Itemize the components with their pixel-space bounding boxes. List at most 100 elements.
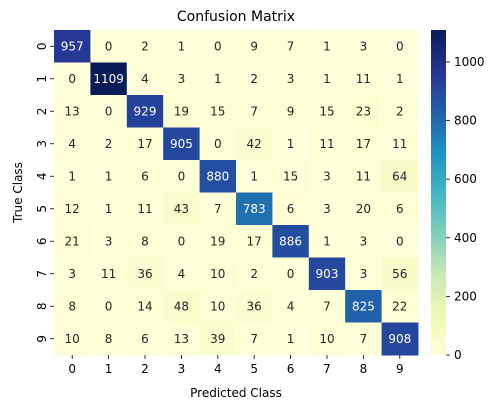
heatmap-cell-r5-c6	[272, 192, 310, 226]
cell-value-r0-c1: 0	[105, 39, 113, 53]
heatmap-cell-r6-c5	[236, 225, 273, 258]
cell-value-r3-c6: 1	[287, 137, 295, 151]
cell-value-r2-c6: 9	[287, 104, 295, 118]
cell-value-r8-c0: 8	[68, 299, 76, 313]
cell-value-r7-c1: 11	[101, 267, 116, 281]
heatmap-cell-r3-c2	[126, 127, 164, 161]
heatmap-cell-r0-c8	[345, 30, 383, 63]
cell-value-r1-c6: 3	[287, 72, 295, 86]
cell-value-r2-c4: 15	[210, 104, 225, 118]
cell-value-r9-c3: 13	[174, 332, 189, 346]
cell-value-r2-c3: 19	[174, 104, 189, 118]
cell-value-r6-c7: 1	[323, 234, 331, 248]
heatmap-cell-r2-c4	[199, 95, 237, 128]
cell-value-r0-c0: 957	[61, 39, 84, 53]
heatmap-cell-r3-c3	[163, 127, 201, 161]
heatmap-cell-r1-c1	[90, 62, 128, 96]
heatmap-cell-r2-c2	[126, 95, 164, 128]
cell-value-r9-c8: 7	[360, 332, 368, 346]
cell-value-r8-c9: 22	[392, 299, 407, 313]
cell-value-r4-c7: 3	[323, 169, 331, 183]
heatmap-cell-r9-c8	[345, 322, 383, 356]
heatmap-cell-r3-c1	[90, 127, 128, 161]
heatmap-cell-r8-c5	[236, 290, 273, 323]
cell-value-r2-c7: 15	[319, 104, 334, 118]
heatmap-cell-r8-c6	[272, 290, 310, 323]
cell-value-r8-c2: 14	[137, 299, 152, 313]
cell-value-r0-c5: 9	[250, 39, 258, 53]
cell-value-r1-c0: 0	[68, 72, 76, 86]
colorbar-ticks: 0 200 400 600 800 1000	[446, 55, 485, 362]
cell-value-r8-c6: 4	[287, 299, 295, 313]
heatmap-cell-r9-c7	[308, 322, 346, 356]
colorbar-tick-label-3: 600	[454, 172, 477, 186]
heatmap-cell-r8-c7	[308, 290, 346, 323]
cell-value-r1-c7: 1	[323, 72, 331, 86]
cell-value-r7-c4: 10	[210, 267, 225, 281]
heatmap-cell-r7-c1	[90, 257, 128, 291]
heatmap-cell-r7-c5	[236, 257, 273, 291]
heatmap-cell-r6-c8	[345, 225, 383, 258]
heatmap-cell-r8-c8	[345, 290, 383, 323]
cell-value-r4-c3: 0	[178, 169, 186, 183]
cell-value-r3-c9: 11	[392, 137, 407, 151]
heatmap-cell-r2-c8	[345, 95, 383, 128]
cell-value-r4-c1: 1	[105, 169, 113, 183]
cell-value-r5-c4: 7	[214, 202, 222, 216]
heatmap-cell-r0-c4	[199, 30, 237, 63]
cell-value-r0-c2: 2	[141, 39, 149, 53]
cell-value-r5-c0: 12	[65, 202, 80, 216]
cell-value-r3-c7: 11	[319, 137, 334, 151]
heatmap-cell-r8-c4	[199, 290, 237, 323]
cell-value-r9-c6: 1	[287, 332, 295, 346]
cell-value-r7-c9: 56	[392, 267, 407, 281]
x-tick-label-8: 8	[360, 362, 368, 376]
heatmap-cell-r9-c6	[272, 322, 310, 356]
heatmap-cell-r3-c8	[345, 127, 383, 161]
y-tick-label-8: 8	[35, 302, 49, 310]
heatmap-cell-r6-c3	[163, 225, 201, 258]
cell-value-r5-c2: 11	[137, 202, 152, 216]
colorbar-tick-label-1: 200	[454, 289, 477, 303]
cell-value-r4-c0: 1	[68, 169, 76, 183]
heatmap-cells	[54, 30, 419, 356]
y-tick-label-0: 0	[35, 42, 49, 50]
heatmap-cell-r7-c8	[345, 257, 383, 291]
heatmap-cell-r5-c9	[381, 192, 419, 226]
cell-value-r6-c0: 21	[65, 234, 80, 248]
cell-value-r1-c1: 1109	[93, 72, 124, 86]
cell-value-r2-c2: 929	[134, 104, 157, 118]
heatmap-cell-r4-c4	[199, 160, 237, 193]
cell-value-r1-c9: 1	[396, 72, 404, 86]
y-tick-label-6: 6	[35, 237, 49, 245]
cell-value-r0-c4: 0	[214, 39, 222, 53]
heatmap-cell-r3-c9	[381, 127, 419, 161]
cell-value-r2-c8: 23	[356, 104, 371, 118]
cell-value-r6-c8: 3	[360, 234, 368, 248]
x-tick-label-6: 6	[287, 362, 295, 376]
heatmap-cell-r5-c5	[236, 192, 273, 226]
heatmap-cell-r5-c4	[199, 192, 237, 226]
heatmap-cell-r8-c2	[126, 290, 164, 323]
cell-value-r6-c2: 8	[141, 234, 149, 248]
cell-value-r0-c7: 1	[323, 39, 331, 53]
heatmap-cell-r2-c3	[163, 95, 201, 128]
heatmap-cell-r7-c6	[272, 257, 310, 291]
cell-value-r7-c8: 3	[360, 267, 368, 281]
heatmap-cell-r4-c7	[308, 160, 346, 193]
heatmap-cell-r1-c3	[163, 62, 201, 96]
cell-value-r6-c9: 0	[396, 234, 404, 248]
x-tick-label-9: 9	[396, 362, 404, 376]
heatmap-cell-r3-c7	[308, 127, 346, 161]
cell-value-r9-c0: 10	[65, 332, 80, 346]
y-tick-label-9: 9	[35, 335, 49, 343]
y-tick-label-2: 2	[35, 107, 49, 115]
heatmap-cell-r0-c7	[308, 30, 346, 63]
cell-value-r6-c4: 19	[210, 234, 225, 248]
y-tick-label-3: 3	[35, 140, 49, 148]
colorbar	[431, 30, 446, 355]
heatmap-cell-r6-c6	[272, 225, 310, 258]
cell-value-r7-c6: 0	[287, 267, 295, 281]
cell-value-r4-c8: 11	[356, 169, 371, 183]
cell-value-r1-c4: 1	[214, 72, 222, 86]
